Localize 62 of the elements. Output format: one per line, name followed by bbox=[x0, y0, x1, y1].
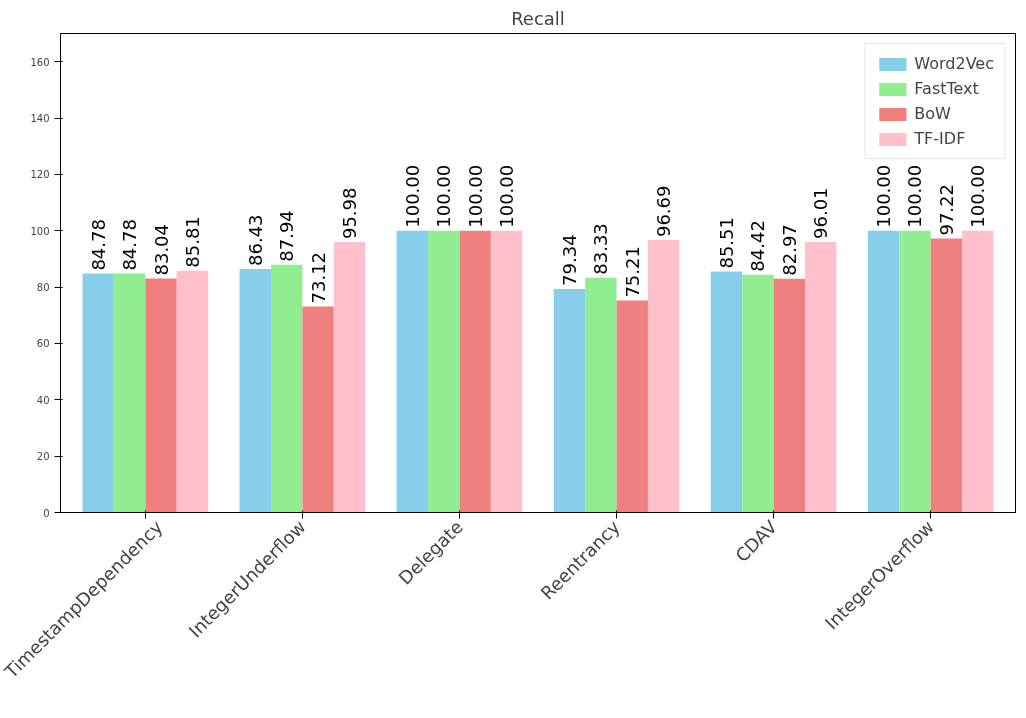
y-tick-label: 60 bbox=[36, 338, 50, 350]
data-label: 100.00 bbox=[433, 164, 455, 228]
bar bbox=[428, 230, 460, 513]
bar bbox=[145, 278, 177, 513]
data-label: 83.33 bbox=[590, 223, 612, 275]
bar bbox=[585, 277, 617, 513]
data-label: 75.21 bbox=[621, 246, 643, 298]
bar bbox=[710, 271, 743, 513]
bar bbox=[647, 240, 680, 513]
data-label: 100.00 bbox=[967, 164, 989, 228]
data-label: 100.00 bbox=[904, 164, 926, 228]
bar bbox=[82, 273, 114, 513]
y-tick-label: 140 bbox=[30, 113, 50, 125]
y-tick-label: 0 bbox=[43, 507, 50, 519]
data-label: 100.00 bbox=[401, 164, 423, 228]
data-label: 95.98 bbox=[339, 187, 361, 240]
bar bbox=[333, 242, 366, 513]
bar bbox=[113, 273, 146, 513]
data-label: 96.69 bbox=[653, 185, 675, 238]
bar bbox=[176, 270, 209, 513]
data-label: 82.97 bbox=[778, 224, 800, 276]
y-tick-label: 40 bbox=[36, 394, 50, 406]
data-label: 96.01 bbox=[810, 187, 832, 239]
bar bbox=[396, 230, 429, 513]
legend-label: FastText bbox=[914, 79, 979, 98]
chart-title: Recall bbox=[511, 7, 565, 29]
y-tick-label: 160 bbox=[30, 56, 50, 68]
bar bbox=[459, 230, 491, 513]
data-label: 83.04 bbox=[150, 223, 172, 276]
data-label: 100.00 bbox=[464, 164, 486, 228]
data-label: 100.00 bbox=[496, 164, 518, 228]
bar bbox=[490, 230, 523, 513]
bar bbox=[270, 264, 303, 513]
bar bbox=[616, 300, 648, 513]
data-label: 84.78 bbox=[119, 219, 141, 271]
bar bbox=[930, 238, 963, 513]
bar bbox=[867, 230, 900, 513]
bar bbox=[553, 288, 586, 513]
y-tick-label: 120 bbox=[30, 169, 50, 181]
legend-label: BoW bbox=[914, 104, 951, 123]
data-label: 97.22 bbox=[935, 184, 957, 236]
legend-label: Word2Vec bbox=[914, 54, 994, 73]
y-tick-label: 100 bbox=[30, 225, 50, 237]
bar bbox=[302, 306, 334, 513]
y-tick-label: 20 bbox=[36, 451, 50, 463]
data-label: 100.00 bbox=[873, 164, 895, 228]
bar bbox=[239, 268, 271, 513]
data-label: 84.78 bbox=[87, 219, 109, 271]
bar bbox=[805, 241, 837, 513]
y-tick-label: 80 bbox=[36, 282, 50, 294]
legend-label: TF-IDF bbox=[914, 129, 966, 148]
data-label: 85.81 bbox=[181, 216, 203, 268]
bar bbox=[742, 274, 774, 513]
data-label: 79.34 bbox=[558, 234, 580, 286]
data-label: 87.94 bbox=[276, 210, 298, 262]
data-label: 73.12 bbox=[307, 251, 329, 304]
data-label: 86.43 bbox=[244, 214, 266, 266]
data-label: 85.51 bbox=[715, 217, 737, 269]
bar bbox=[962, 230, 994, 513]
data-label: 84.42 bbox=[747, 220, 769, 272]
bar bbox=[773, 278, 806, 513]
bar bbox=[899, 230, 931, 513]
